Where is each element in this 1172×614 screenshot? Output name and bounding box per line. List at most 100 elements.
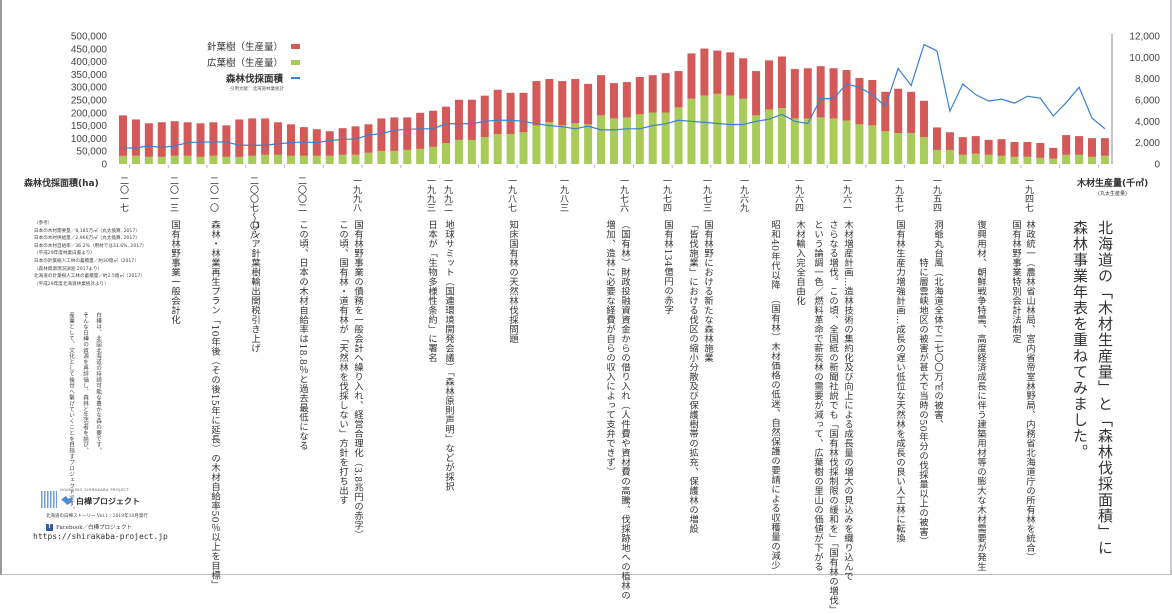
bar-broadleaf-1983 (558, 125, 567, 164)
timeline-event: 国有林野における新たな森林施業 (702, 220, 713, 363)
timeline-event: 「皆伐施業」における伐区の縮小分散及び保護樹帯の拡充、保護林の増設 (687, 220, 698, 534)
reference-line: （平成29年度北海道林業統計より） (34, 281, 109, 287)
timeline-year: 一九八三 (558, 176, 568, 212)
logo-subtitle: HOKKAIDO SHIRAKABA PROJECT (60, 488, 130, 492)
timeline-year: 一九九八 (351, 176, 361, 212)
bar-broadleaf-2006 (261, 154, 270, 164)
bar-coniferous-1962 (829, 68, 838, 119)
bar-broadleaf-1947 (1023, 156, 1032, 164)
reference-line: 北海道の針葉樹人工林の蓄積量／約2.5億㎥（2017） (34, 274, 145, 280)
legend-label: 広葉樹（生産量） (206, 58, 283, 69)
bar-broadleaf-1968 (752, 115, 761, 164)
bar-coniferous-1991 (454, 99, 463, 140)
bar-broadleaf-1971 (713, 93, 722, 164)
page-frame (0, 0, 1172, 575)
bar-coniferous-1967 (765, 60, 773, 110)
bar-broadleaf-1953 (945, 149, 954, 164)
bar-coniferous-2000 (338, 128, 347, 155)
timeline-year: 二〇一七 (118, 176, 128, 212)
bar-broadleaf-1945 (1049, 158, 1058, 164)
bar-coniferous-1983 (558, 81, 567, 126)
timeline-year: 一九六四 (793, 176, 803, 212)
timeline-event: 復興用材、朝鮮戦争特需、高度経済成長に伴う建築用材等の膨大な木材需要が発生 (975, 220, 986, 572)
bar-broadleaf-2000 (338, 154, 347, 164)
bar-coniferous-1979 (609, 83, 618, 119)
bar-broadleaf-2008 (235, 156, 244, 164)
timeline-year: 一九四七 (1023, 176, 1033, 212)
bar-coniferous-1970 (726, 52, 735, 96)
timeline-event: 国有林野事業一般会計化 (169, 220, 180, 325)
bar-coniferous-1969 (739, 58, 748, 99)
legend-area: 森林伐採面積 (190, 70, 300, 86)
bar-broadleaf-1943 (1075, 154, 1084, 164)
bar-broadleaf-2001 (325, 155, 334, 164)
bar-coniferous-1996 (390, 117, 399, 151)
bar-broadleaf-1961 (842, 120, 851, 164)
timeline-year: 二〇〇七〜〇八 (248, 176, 258, 239)
timeline-event: 木材増産計画…造林技術の集約化及び向上による成長量の増大の見込みを織り込んで (842, 220, 853, 581)
bar-broadleaf-2015 (144, 156, 153, 164)
bar-coniferous-1945 (1049, 147, 1058, 159)
timeline-event: 増加、造林に必要な経費が自らの収入によって支弁できず） (604, 220, 615, 477)
timeline-event: 森林・林業再生プラン「10年後（その後15年に延長）の木材自給率50％以上を目標… (209, 220, 220, 590)
timeline-event: 日本が「生物多様性条約」に署名 (426, 220, 437, 363)
bar-coniferous-1960 (855, 77, 864, 125)
legend-label: 針葉樹（生産量） (206, 42, 283, 53)
bar-coniferous-1957 (894, 88, 903, 134)
bar-broadleaf-2002 (312, 155, 321, 164)
bar-broadleaf-1980 (597, 115, 606, 164)
bar-coniferous-2006 (261, 118, 270, 155)
bar-coniferous-1992 (442, 106, 450, 144)
bar-broadleaf-1949 (997, 155, 1006, 164)
timeline-year: 一九八七 (506, 176, 516, 212)
right-axis-tick-label: 0 (1154, 160, 1160, 171)
website-link[interactable]: https://shirakaba-project.jp (33, 532, 168, 541)
bar-coniferous-2017 (119, 115, 127, 156)
project-blurb-1: 白樺は、北国北海道の持続可能な豊かな森の要です。 (95, 312, 101, 454)
bar-broadleaf-2016 (131, 155, 140, 164)
bar-coniferous-2011 (196, 123, 205, 157)
bar-coniferous-1978 (622, 82, 631, 118)
left-axis-tick-label: 0 (101, 160, 107, 171)
bar-coniferous-1941 (1100, 138, 1109, 156)
bar-broadleaf-1956 (907, 133, 916, 164)
bar-coniferous-2012 (183, 122, 192, 156)
bar-broadleaf-2010 (209, 155, 218, 164)
hokkaido-map-icon (61, 496, 73, 505)
right-axis-tick-label: 6,000 (1135, 96, 1160, 107)
bar-coniferous-1981 (584, 83, 593, 125)
bar-coniferous-1984 (545, 79, 554, 123)
chart-legend: 針葉樹（生産量） 広葉樹（生産量） 森林伐採面積 引用文献：北海道林業統計 (190, 38, 300, 92)
bar-coniferous-1990 (467, 99, 476, 140)
bar-broadleaf-1963 (816, 117, 825, 164)
reference-line: （平成29年度林業白書より） (34, 251, 95, 257)
bar-coniferous-2010 (209, 122, 218, 156)
legend-swatch-green (291, 59, 300, 65)
bar-broadleaf-1986 (519, 132, 528, 164)
bar-broadleaf-1959 (868, 125, 877, 164)
bar-broadleaf-1990 (467, 139, 476, 164)
bar-coniferous-1956 (907, 91, 916, 134)
bar-broadleaf-1969 (739, 98, 748, 164)
bar-coniferous-2016 (131, 119, 140, 156)
facebook-label: Facebook／白樺プロジェクト (56, 525, 133, 531)
timeline-event: 国有林生産力増強計画…成長の遅い低位な天然林を成長の良い人工林に転換 (894, 220, 905, 543)
bar-coniferous-1986 (519, 92, 528, 133)
timeline-event: ロシア針葉樹輸出関税引き上げ (249, 220, 260, 353)
timeline-event: 林政統一（農林省山林局、宮内省帝室林野局、内務省北海道庁の所有林を統合） (1024, 220, 1035, 562)
bar-broadleaf-1958 (881, 131, 890, 164)
timeline-year: 一九七六 (618, 176, 628, 212)
left-axis-tick-label: 350,000 (71, 70, 108, 81)
left-axis-title: 森林伐採面積(ha) (24, 179, 99, 189)
bar-coniferous-1947 (1023, 141, 1032, 157)
bar-broadleaf-1989 (480, 137, 489, 164)
reference-line: （参考） (34, 221, 53, 226)
reference-notes: （参考） 日本の木材需要量／8,185万㎥（丸太換算, 2017） 日本の木材供給量… (34, 220, 147, 288)
timeline-event: この頃、日本の木材自給率は18.8％と過去最低になる (297, 220, 308, 451)
left-axis-tick-label: 300,000 (71, 83, 108, 94)
bar-broadleaf-1954 (932, 149, 941, 164)
bar-broadleaf-1951 (971, 153, 980, 164)
facebook-link[interactable]: f Facebook／白樺プロジェクト (46, 523, 132, 531)
project-blurb-3: 産業として、文化として後世へ繋げていくことを目指すプロジェクトです。 (68, 312, 74, 513)
bar-coniferous-1946 (1036, 143, 1045, 158)
